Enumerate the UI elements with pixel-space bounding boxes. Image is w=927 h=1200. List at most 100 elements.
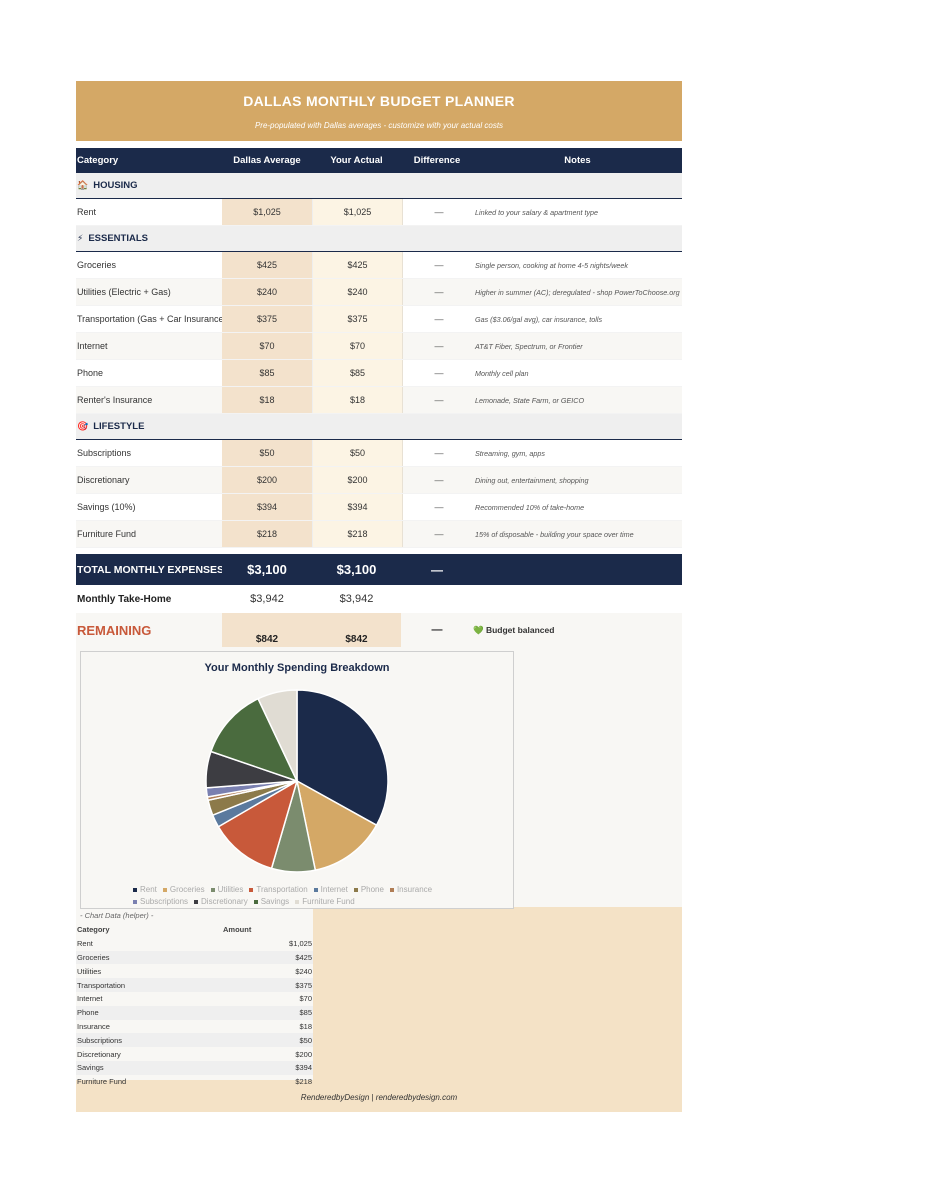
row-category: Renter's Insurance [77, 395, 153, 405]
row-category: Internet [77, 341, 108, 351]
legend-entry: Rent [133, 884, 157, 896]
spending-pie-chart[interactable]: Your Monthly Spending Breakdown Rent Groc… [80, 651, 514, 909]
row-note: AT&T Fiber, Spectrum, or Frontier [475, 341, 583, 351]
helper-category: Insurance [77, 1021, 110, 1031]
table-row: Discretionary $200 $200 — Dining out, entert… [76, 467, 682, 494]
row-your-actual[interactable]: $70 [312, 333, 403, 359]
legend-label: Internet [320, 885, 348, 894]
target-icon: 🎯 [77, 421, 89, 431]
total-diff: — [431, 562, 443, 577]
row-your-actual[interactable]: $218 [312, 521, 403, 547]
budget-sections: 🏠 HOUSING Rent $1,025 $1,025 — Linked to your … [76, 173, 682, 548]
legend-label: Groceries [169, 885, 205, 894]
row-category: Subscriptions [77, 448, 132, 458]
page-title: DALLAS MONTHLY BUDGET PLANNER [243, 93, 515, 109]
pie-slice-savings[interactable] [209, 697, 299, 783]
helper-row: Furniture Fund $218 [76, 1075, 313, 1089]
row-dallas-average: $375 [222, 306, 312, 332]
row-difference: — [434, 341, 444, 351]
legend-label: Phone [360, 885, 384, 894]
table-row: Rent $1,025 $1,025 — Linked to your salary &… [76, 199, 682, 226]
remaining-row: REMAINING $842 $842 — 💚 Budget balanced [76, 613, 682, 647]
section-header-essentials: ⚡ ESSENTIALS [76, 226, 682, 252]
row-difference: — [434, 448, 444, 458]
table-row: Utilities (Electric + Gas) $240 $240 — Highe… [76, 279, 682, 306]
section-title: LIFESTYLE [93, 421, 145, 432]
legend-entry: Utilities [210, 884, 243, 896]
row-your-actual[interactable]: $425 [312, 252, 403, 278]
helper-row: Discretionary $200 [76, 1047, 313, 1061]
row-your-actual[interactable]: $375 [312, 306, 403, 332]
row-note: Monthly cell plan [475, 368, 529, 378]
legend-entry: Internet [313, 884, 348, 896]
legend-entry: Insurance [389, 884, 432, 896]
row-your-actual[interactable]: $394 [312, 494, 403, 520]
takehome-label: Monthly Take-Home [77, 593, 172, 605]
legend-swatch [133, 887, 137, 892]
row-your-actual[interactable]: $18 [312, 387, 403, 413]
row-dallas-average: $218 [222, 521, 312, 547]
helper-row: Internet $70 [76, 992, 313, 1006]
total-avg: $3,100 [247, 562, 287, 577]
legend-label: Rent [140, 885, 157, 894]
row-difference: — [434, 475, 444, 485]
legend-swatch [313, 887, 318, 892]
row-note: Recommended 10% of take-home [475, 502, 585, 512]
pie-slice-groceries[interactable] [295, 779, 378, 872]
legend-swatch [353, 887, 358, 892]
header-category: Category [77, 155, 119, 166]
title-banner: DALLAS MONTHLY BUDGET PLANNER Pre-popula… [76, 81, 682, 141]
table-row: Savings (10%) $394 $394 — Recommended 10% of… [76, 494, 682, 521]
helper-category: Rent [77, 939, 93, 949]
row-category: Transportation (Gas + Car Insurance) [77, 314, 222, 324]
lower-area: Your Monthly Spending Breakdown Rent Groc… [76, 647, 682, 1112]
helper-category: Phone [77, 1008, 99, 1018]
helper-row: Phone $85 [76, 1005, 313, 1020]
helper-row: Utilities $240 [76, 964, 313, 978]
pie-slice-furniture-fund[interactable] [257, 689, 298, 782]
helper-row: Rent $1,025 [76, 937, 313, 951]
row-your-actual[interactable]: $200 [312, 467, 403, 493]
table-row: Groceries $425 $425 — Single person, cooking… [76, 252, 682, 279]
table-row: Subscriptions $50 $50 — Streaming, gym, apps [76, 440, 682, 467]
chart-helper-table: - Chart Data (helper) - Category Amount … [76, 909, 313, 1089]
table-row: Transportation (Gas + Car Insurance) $375… [76, 306, 682, 333]
pie-slice-transportation[interactable] [217, 779, 299, 870]
legend-swatch [295, 899, 300, 904]
legend-swatch [389, 887, 394, 892]
helper-category: Transportation [77, 980, 126, 990]
helper-head-amount: Amount [223, 925, 252, 935]
remaining-label: REMAINING [77, 622, 152, 638]
footer-credit: RenderedbyDesign | renderedbydesign.com [300, 1093, 458, 1102]
status-text: Budget balanced [485, 624, 555, 635]
row-your-actual[interactable]: $1,025 [312, 199, 403, 225]
legend-swatch [133, 899, 137, 904]
row-your-actual[interactable]: $85 [312, 360, 403, 386]
helper-amount: $200 [295, 1049, 312, 1059]
takehome-row: Monthly Take-Home $3,942 $3,942 [76, 585, 682, 613]
helper-category: Discretionary [77, 1049, 121, 1059]
decorative-pattern [313, 907, 682, 1112]
helper-amount: $425 [295, 952, 312, 962]
remaining-actual: $842 [312, 613, 401, 647]
row-dallas-average: $200 [222, 467, 312, 493]
takehome-actual[interactable]: $3,942 [339, 593, 374, 605]
helper-amount: $394 [295, 1063, 312, 1073]
row-category: Discretionary [77, 475, 130, 485]
row-note: Linked to your salary & apartment type [475, 207, 599, 217]
section-header-housing: 🏠 HOUSING [76, 173, 682, 199]
helper-category: Subscriptions [77, 1035, 123, 1045]
table-row: Phone $85 $85 — Monthly cell plan [76, 360, 682, 387]
helper-category: Utilities [77, 966, 102, 976]
pie-slice-rent[interactable] [296, 689, 389, 827]
table-row: Renter's Insurance $18 $18 — Lemonade, State… [76, 387, 682, 414]
legend-entry: Phone [353, 884, 384, 896]
row-your-actual[interactable]: $240 [312, 279, 403, 305]
row-your-actual[interactable]: $50 [312, 440, 403, 466]
pie-svg [205, 689, 389, 873]
legend-entry: Transportation [249, 884, 308, 896]
row-note: Single person, cooking at home 4-5 night… [475, 260, 629, 270]
row-category: Utilities (Electric + Gas) [77, 287, 171, 297]
row-dallas-average: $50 [222, 440, 312, 466]
helper-row: Groceries $425 [76, 950, 313, 965]
